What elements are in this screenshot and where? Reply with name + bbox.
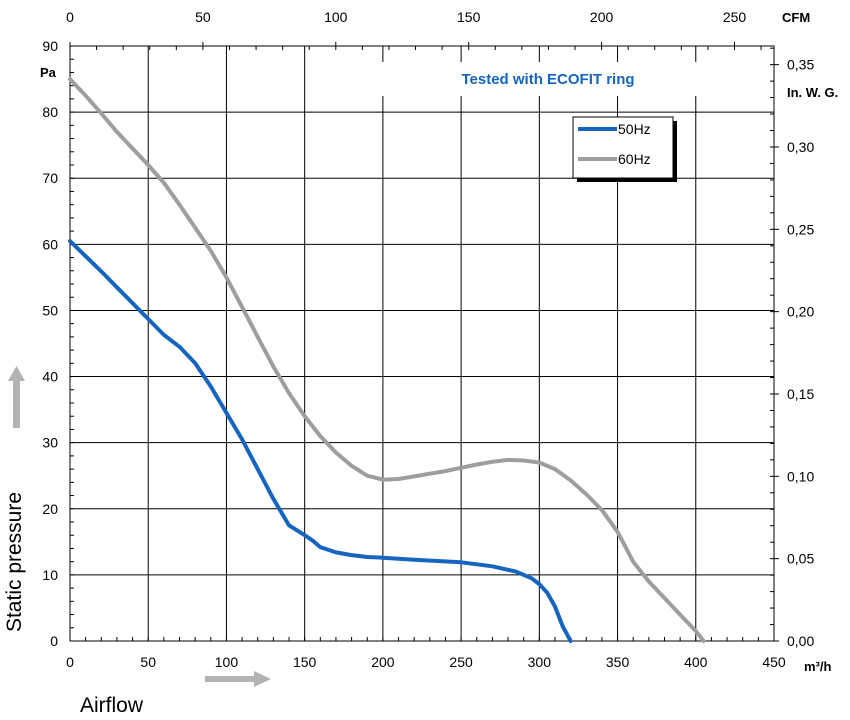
x-tick-label: 100 bbox=[215, 654, 239, 670]
x-tick-label: 50 bbox=[140, 654, 156, 670]
y2-tick-label: 0,25 bbox=[787, 221, 814, 237]
y2-tick-label: 0,20 bbox=[787, 304, 814, 320]
grid bbox=[70, 46, 774, 641]
series-line-60hz bbox=[68, 77, 706, 643]
y-tick-label: 90 bbox=[42, 38, 58, 54]
tick-labels: 0 50 100 150 200 250 300 350 400 450 0 10 20 30 40 50 60… bbox=[42, 9, 814, 670]
x-tick-label: 150 bbox=[293, 654, 317, 670]
x2-tick-label: 50 bbox=[195, 9, 211, 25]
y2-unit-label: In. W. G. bbox=[787, 85, 838, 100]
series-layer bbox=[68, 77, 706, 643]
x2-tick-label: 100 bbox=[324, 9, 348, 25]
x-tick-label: 350 bbox=[606, 654, 630, 670]
legend: 50Hz 60Hz bbox=[572, 116, 677, 182]
x-tick-label: 300 bbox=[528, 654, 552, 670]
x2-tick-label: 250 bbox=[723, 9, 747, 25]
plot-frame bbox=[69, 45, 775, 642]
y-tick-label: 10 bbox=[42, 567, 58, 583]
arrow-head bbox=[8, 366, 25, 381]
y2-tick-label: 0,15 bbox=[787, 386, 814, 402]
minor-ticks bbox=[69, 45, 775, 642]
y-tick-label: 70 bbox=[42, 170, 58, 186]
x2-tick-label: 200 bbox=[590, 9, 614, 25]
up-arrow-icon bbox=[8, 366, 25, 428]
right-arrow-icon bbox=[205, 671, 271, 687]
y2-tick-label: 0,00 bbox=[787, 633, 814, 649]
x-unit-label: m³/h bbox=[804, 659, 832, 674]
chart-note: Tested with ECOFIT ring bbox=[461, 71, 634, 88]
x2-unit-label: CFM bbox=[782, 10, 810, 25]
x-tick-label: 200 bbox=[371, 654, 395, 670]
legend-items: 50Hz 60Hz bbox=[578, 121, 651, 167]
y-tick-label: 0 bbox=[50, 633, 58, 649]
x2-tick-label: 0 bbox=[66, 9, 74, 25]
y-tick-label: 40 bbox=[42, 369, 58, 385]
y-unit-label: Pa bbox=[40, 65, 57, 80]
y-axis-title: Static pressure bbox=[3, 492, 26, 632]
series-line-50hz bbox=[68, 239, 573, 643]
y2-tick-label: 0,30 bbox=[787, 139, 814, 155]
arrow-shaft bbox=[205, 676, 255, 682]
y-tick-label: 50 bbox=[42, 302, 58, 318]
legend-label: 60Hz bbox=[618, 151, 651, 167]
x-tick-label: 250 bbox=[449, 654, 473, 670]
y-tick-label: 20 bbox=[42, 501, 58, 517]
y2-tick-label: 0,10 bbox=[787, 468, 814, 484]
y2-tick-label: 0,35 bbox=[787, 57, 814, 73]
y2-tick-label: 0,05 bbox=[787, 551, 814, 567]
note-background bbox=[380, 62, 710, 96]
y-tick-label: 60 bbox=[42, 236, 58, 252]
x-tick-label: 0 bbox=[66, 654, 74, 670]
y-tick-label: 30 bbox=[42, 435, 58, 451]
x-tick-label: 400 bbox=[684, 654, 708, 670]
x-tick-label: 450 bbox=[762, 654, 786, 670]
arrow-shaft bbox=[13, 380, 20, 428]
legend-label: 50Hz bbox=[618, 121, 651, 137]
y-tick-label: 80 bbox=[42, 104, 58, 120]
arrow-head bbox=[254, 671, 271, 687]
x2-tick-label: 150 bbox=[457, 9, 481, 25]
x-axis-title: Airflow bbox=[80, 694, 144, 717]
